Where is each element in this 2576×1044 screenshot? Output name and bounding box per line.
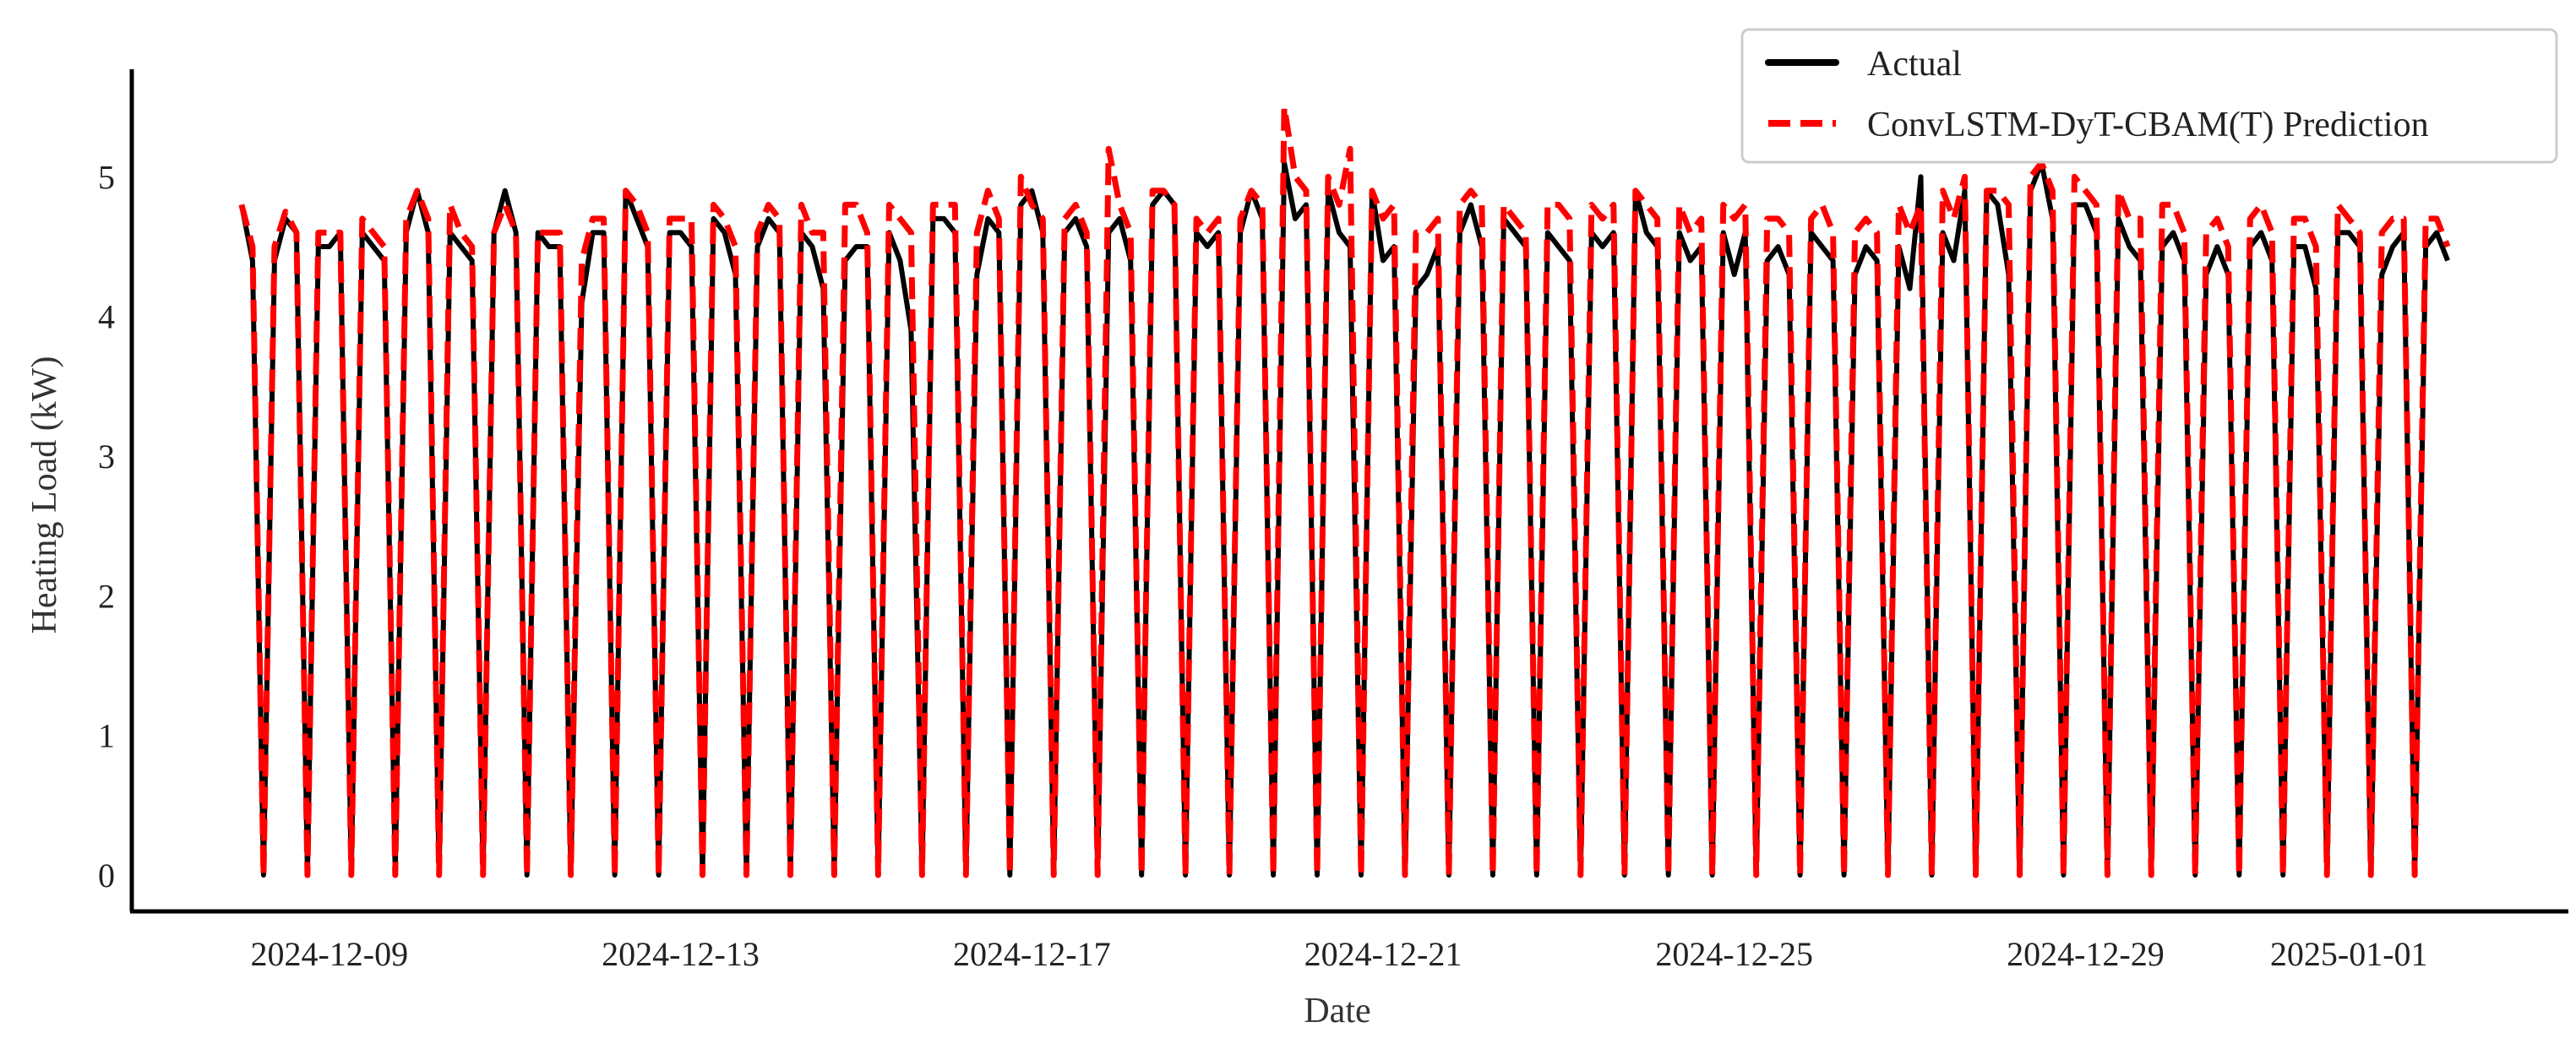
x-axis-label: Date	[1304, 992, 1370, 1030]
y-tick-label: 0	[98, 856, 115, 894]
x-tick-label: 2025-01-01	[2270, 935, 2428, 973]
legend-box	[1740, 28, 2558, 164]
x-tick-label: 2024-12-13	[602, 935, 760, 973]
plot-area	[238, 104, 2451, 878]
y-tick-label: 2	[98, 577, 115, 615]
series-line-actual	[238, 160, 2450, 878]
legend: Actual ConvLSTM-DyT-CBAM(T) Prediction	[1740, 28, 2558, 164]
x-tick-label: 2024-12-17	[953, 935, 1111, 973]
y-tick-label: 1	[98, 717, 115, 755]
legend-label-actual: Actual	[1867, 45, 1962, 84]
x-tick-label: 2024-12-21	[1304, 935, 1462, 973]
y-tick-label: 4	[98, 298, 115, 336]
x-tick-label: 2024-12-09	[250, 935, 408, 973]
series-line-prediction	[238, 104, 2451, 878]
x-tick-label: 2024-12-29	[2007, 935, 2165, 973]
y-tick-label: 3	[98, 438, 115, 476]
x-tick-labels: 2024-12-09 2024-12-13 2024-12-17 2024-12-21…	[250, 935, 2427, 973]
legend-label-prediction: ConvLSTM-DyT-CBAM(T) Prediction	[1867, 106, 2429, 144]
y-tick-label: 5	[98, 158, 115, 196]
y-axis-label: Heating Load (kW)	[25, 356, 64, 634]
y-tick-labels: 0 1 2 3 4 5	[98, 158, 115, 894]
x-tick-label: 2024-12-25	[1655, 935, 1813, 973]
